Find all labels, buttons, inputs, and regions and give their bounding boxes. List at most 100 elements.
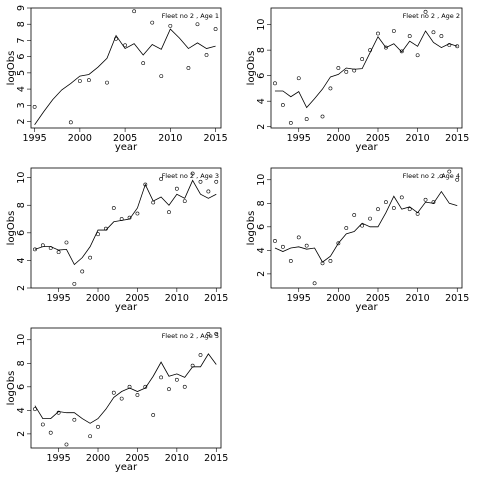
y-tick-label: 4	[16, 257, 27, 263]
y-tick-label: 6	[16, 230, 27, 236]
x-tick-label: 2015	[445, 133, 469, 144]
observation-point	[151, 413, 156, 417]
fitted-line	[34, 353, 217, 424]
observation-point	[119, 396, 124, 401]
observation-point	[280, 244, 285, 249]
observation-point	[186, 66, 191, 70]
y-tick-label: 2	[16, 285, 27, 291]
y-tick-label: 6	[16, 54, 27, 60]
observation-point	[288, 120, 293, 125]
y-axis-label: logObs	[246, 211, 257, 246]
y-tick-label: 4	[256, 98, 267, 104]
observation-point	[150, 20, 155, 25]
x-tick-label: 2000	[326, 293, 350, 304]
y-tick-label: 4	[256, 247, 267, 253]
observation-point	[64, 442, 69, 447]
observation-point	[280, 103, 285, 107]
x-tick-label: 2000	[86, 453, 110, 464]
y-tick-label: 8	[256, 47, 267, 53]
y-tick-label: 5	[16, 70, 27, 76]
panel-title: Fleet no 2 , Age 4	[403, 172, 460, 180]
observation-point	[159, 74, 164, 79]
observation-point	[336, 66, 341, 70]
y-tick-label: 4	[16, 86, 27, 92]
observation-point	[407, 207, 412, 212]
x-tick-label: 2005	[125, 453, 149, 464]
observation-point	[423, 9, 428, 14]
y-tick-label: 9	[16, 5, 27, 11]
fitted-line	[274, 30, 458, 109]
observation-point	[159, 177, 163, 181]
observation-point	[320, 114, 325, 119]
observation-point	[214, 331, 219, 336]
observation-point	[360, 223, 365, 228]
observation-point	[64, 240, 69, 245]
observation-point	[182, 384, 187, 389]
observation-point	[182, 199, 187, 204]
chart-panel-1: 1995 2000 2005 2010 2015 2 3 4 5 6 7 8 9 year logObs Fl…	[6, 5, 228, 153]
observation-point	[296, 76, 301, 81]
observation-point	[48, 430, 53, 435]
observation-point	[168, 23, 173, 28]
observation-point	[87, 78, 91, 83]
y-tick-label: 4	[16, 407, 27, 413]
chart-panel-5: 1995 2000 2005 2010 2015 2 4 6 8 10 year logObs Flee…	[6, 327, 228, 473]
x-tick-label: 2015	[445, 293, 469, 304]
chart-panel-3: 1995 2000 2005 2010 2015 2 4 6 8 10 year logObs Flee…	[6, 167, 228, 313]
plot-frame	[270, 167, 463, 289]
plot-frame	[30, 167, 222, 289]
y-tick-label: 2	[16, 118, 27, 124]
x-tick-label: 2010	[158, 133, 182, 144]
observation-point	[431, 30, 436, 35]
observation-point	[77, 79, 82, 83]
observation-point	[88, 434, 93, 439]
y-tick-label: 8	[16, 360, 27, 366]
observation-point	[336, 241, 341, 246]
observation-point	[167, 210, 171, 215]
observation-point	[72, 417, 77, 422]
y-tick-label: 10	[16, 334, 27, 346]
x-axis-label: year	[115, 302, 138, 313]
observation-point	[447, 169, 452, 174]
y-axis-label: logObs	[246, 51, 257, 86]
chart-panel-4: 1995 2000 2005 2010 2015 2 4 6 8 10 year logObs Flee…	[246, 167, 469, 313]
observation-point	[439, 34, 444, 38]
y-tick-label: 2	[16, 431, 27, 437]
observation-point	[391, 206, 396, 210]
x-axis-label: year	[115, 462, 138, 473]
y-tick-label: 6	[256, 224, 267, 230]
observation-point	[407, 34, 412, 38]
observation-point	[174, 186, 179, 191]
plot-frame	[30, 327, 222, 449]
x-tick-label: 2015	[204, 293, 228, 304]
observation-point	[213, 27, 218, 31]
observation-point	[312, 281, 317, 286]
observation-point	[204, 53, 209, 57]
observation-point	[195, 22, 200, 27]
x-tick-label: 2000	[86, 293, 110, 304]
y-tick-label: 10	[16, 172, 27, 184]
x-tick-label: 2015	[203, 133, 227, 144]
observation-point	[56, 250, 61, 255]
y-tick-label: 7	[16, 37, 27, 43]
plot-frame	[30, 7, 222, 129]
observation-point	[384, 45, 388, 50]
observation-point	[206, 331, 211, 336]
observation-point	[391, 29, 396, 33]
observation-point	[72, 281, 77, 286]
observation-point	[159, 375, 163, 380]
x-tick-label: 1995	[46, 293, 70, 304]
observation-point	[344, 226, 349, 230]
y-tick-label: 6	[16, 384, 27, 390]
chart-panel-2: 1995 2000 2005 2010 2015 2 4 6 8 10 year logObs Flee…	[246, 7, 469, 153]
observation-point	[296, 235, 301, 240]
observation-point	[135, 211, 140, 216]
y-tick-label: 2	[256, 124, 267, 130]
x-tick-label: 1995	[23, 133, 47, 144]
x-tick-label: 2010	[406, 133, 430, 144]
y-axis-label: logObs	[6, 371, 17, 406]
observation-point	[273, 81, 277, 86]
y-tick-label: 6	[256, 73, 267, 79]
fitted-line	[34, 179, 217, 266]
